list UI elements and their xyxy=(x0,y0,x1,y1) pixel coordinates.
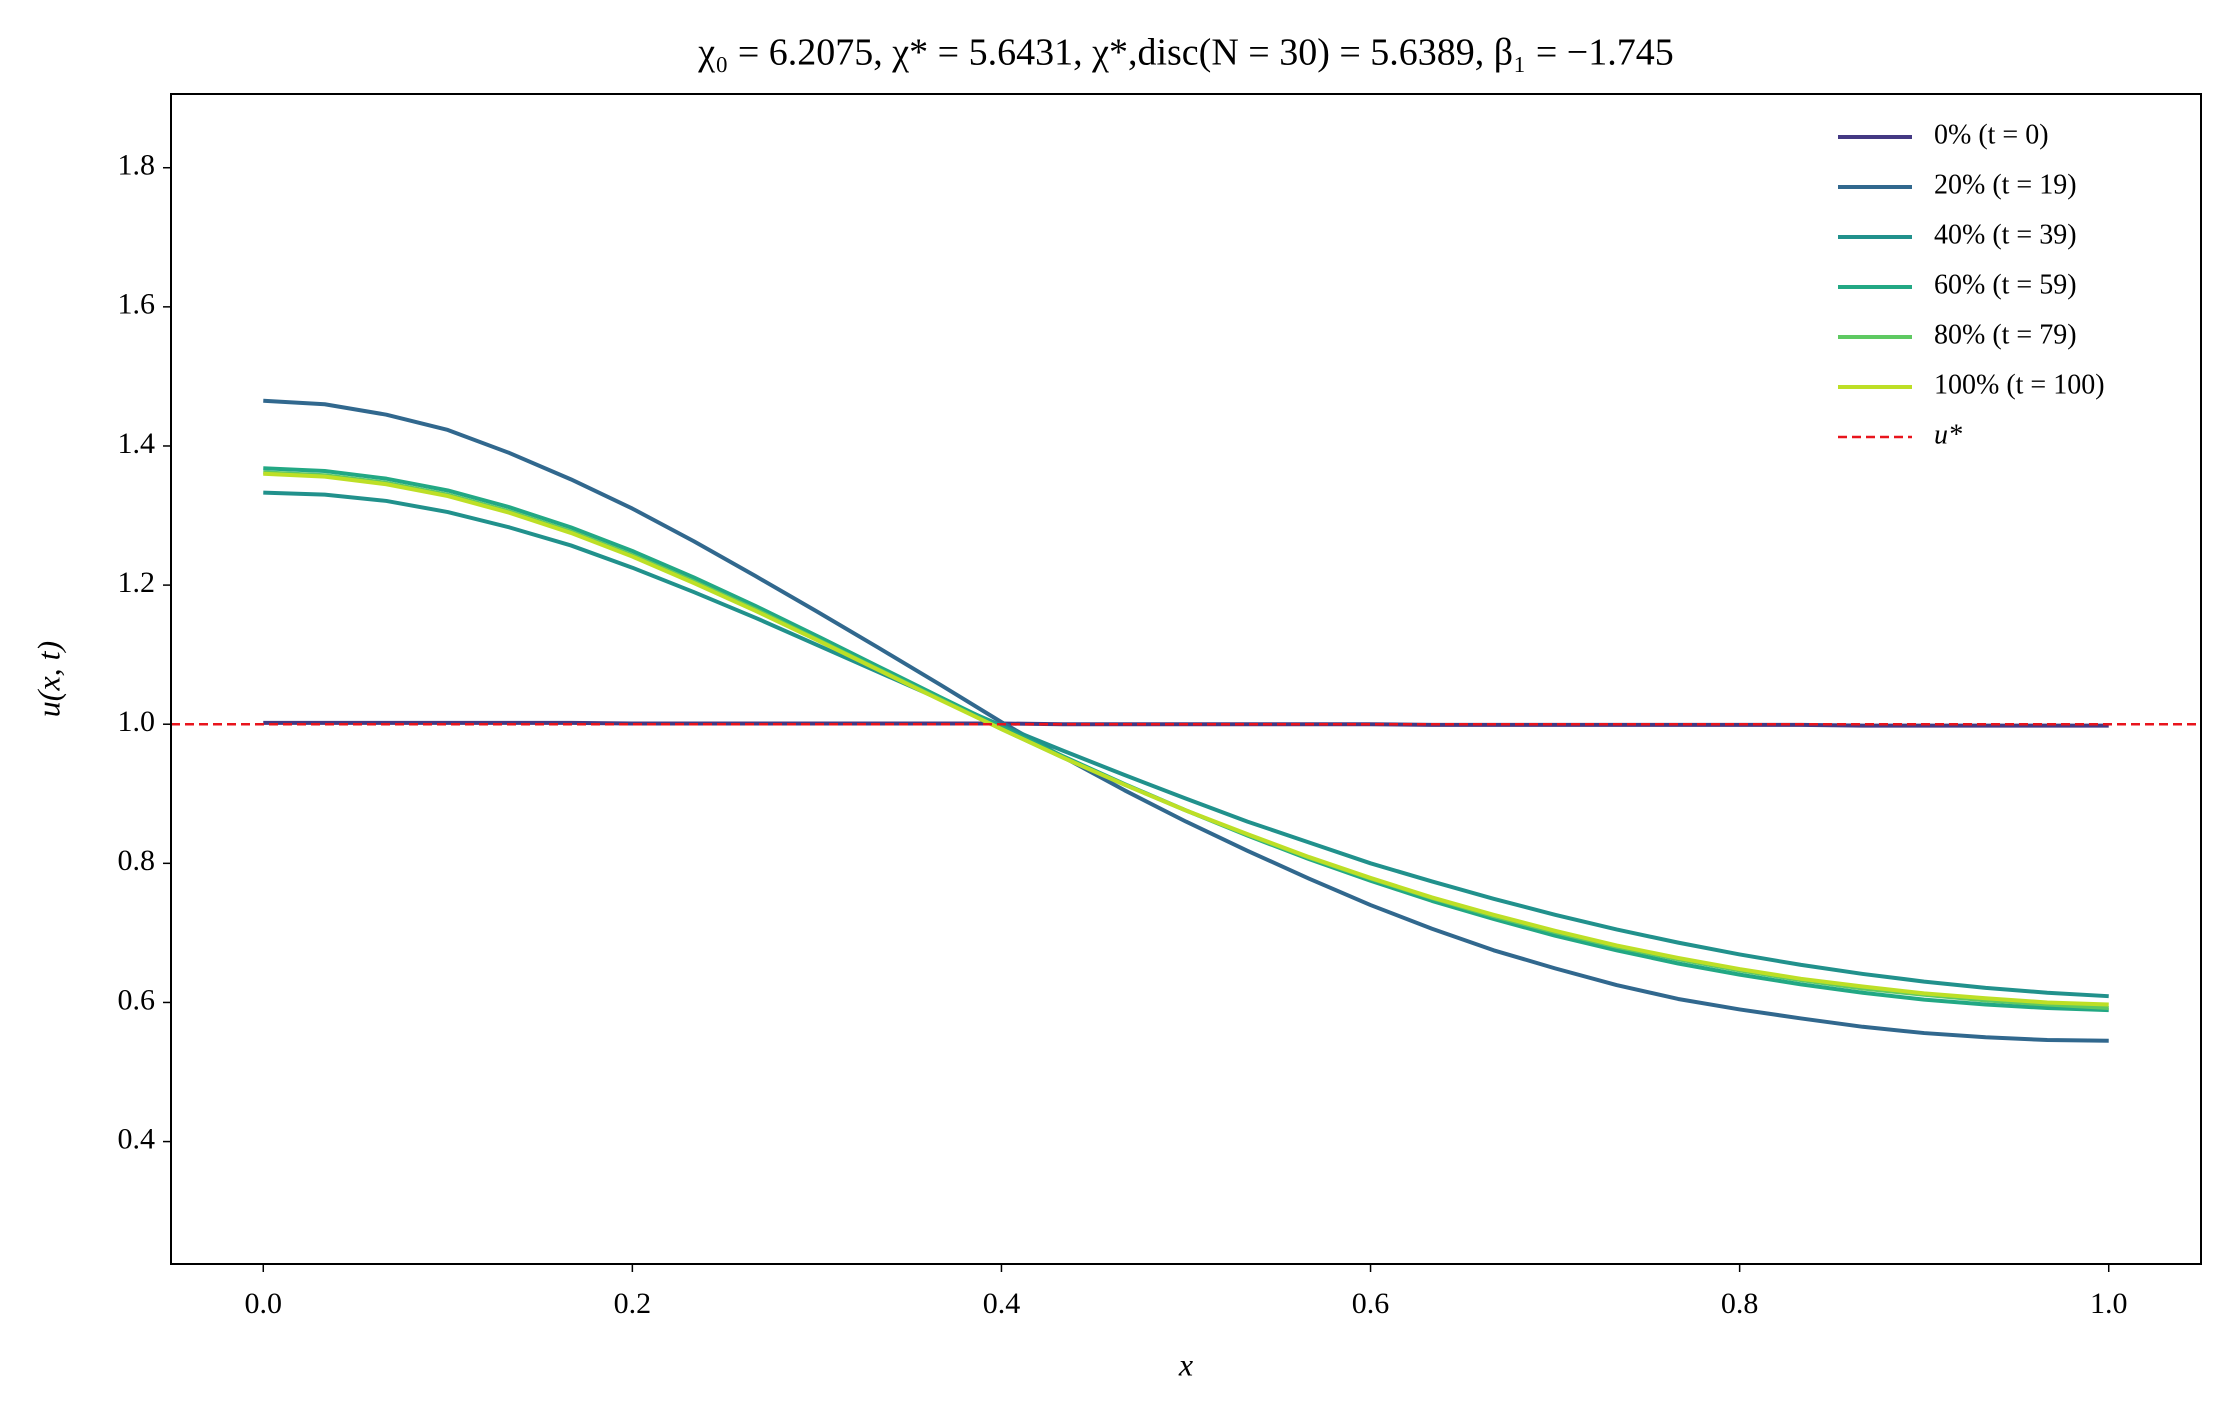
y-tick-label: 0.4 xyxy=(118,1122,156,1155)
legend-label: 0% (t = 0) xyxy=(1934,119,2049,150)
y-tick-label: 0.6 xyxy=(118,983,156,1016)
x-tick-label: 0.6 xyxy=(1352,1287,1390,1320)
x-tick-label: 1.0 xyxy=(2090,1287,2128,1320)
y-tick-label: 0.8 xyxy=(118,844,156,877)
x-tick-label: 0.4 xyxy=(983,1287,1021,1320)
series-line xyxy=(263,490,2109,999)
y-tick-label: 1.2 xyxy=(118,566,156,599)
series-line xyxy=(263,471,2109,1007)
series-line xyxy=(263,398,2109,1043)
legend-label: 100% (t = 100) xyxy=(1934,369,2105,400)
legend-label: 80% (t = 79) xyxy=(1934,319,2077,350)
plot-frame xyxy=(170,93,2202,1265)
x-tick-label: 0.0 xyxy=(245,1287,283,1320)
y-tick-label: 1.4 xyxy=(118,427,156,460)
legend-label: 60% (t = 59) xyxy=(1934,269,2077,300)
legend-label: u* xyxy=(1934,419,1962,450)
y-axis-label: u(x, t) xyxy=(30,641,66,717)
x-tick-label: 0.2 xyxy=(614,1287,652,1320)
y-tick-label: 1.0 xyxy=(118,705,156,738)
chart-title: χ₀ = 6.2075, χ* = 5.6431, χ*,disc(N = 30… xyxy=(697,32,1673,74)
x-tick-label: 0.8 xyxy=(1721,1287,1759,1320)
x-axis-label: x xyxy=(1178,1346,1193,1382)
legend-label: 20% (t = 19) xyxy=(1934,169,2077,200)
legend-label: 40% (t = 39) xyxy=(1934,219,2077,250)
y-tick-label: 1.8 xyxy=(118,149,156,182)
y-tick-label: 1.6 xyxy=(118,288,156,321)
